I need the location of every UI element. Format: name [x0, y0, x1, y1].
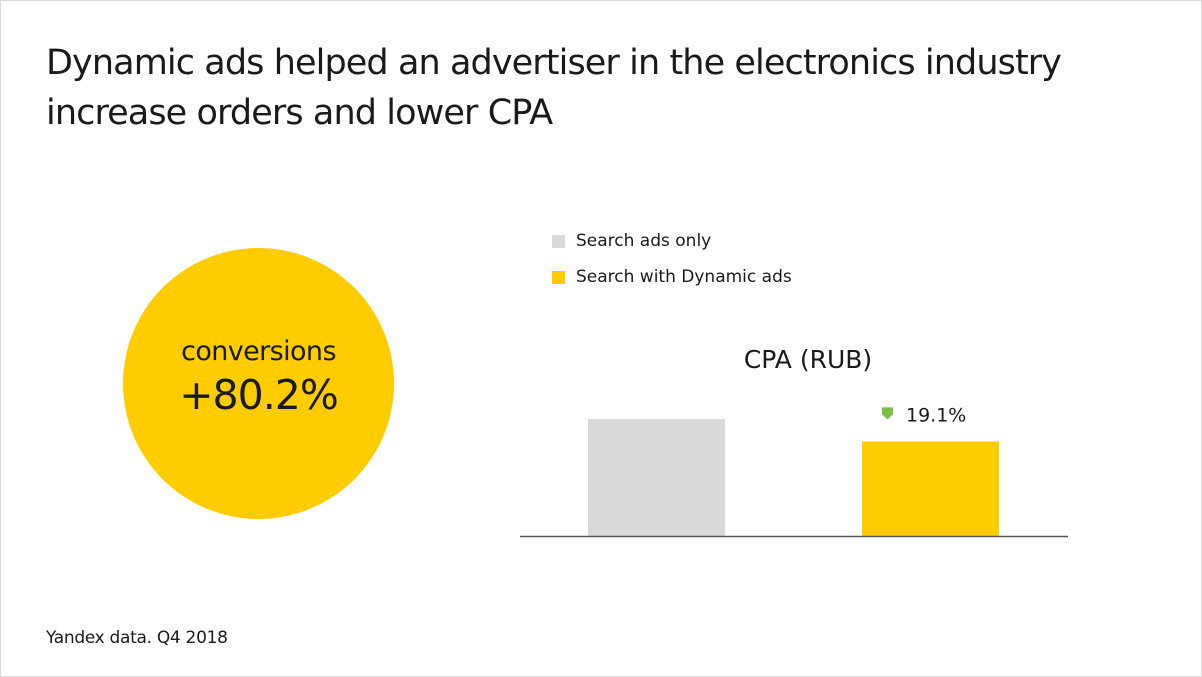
bar-search-ads-only	[588, 419, 725, 536]
chart-legend: Search ads only Search with Dynamic ads	[552, 228, 792, 300]
legend-swatch-grey	[552, 234, 565, 248]
slide-title-line-2: increase orders and lower CPA	[46, 93, 553, 133]
conversions-highlight-circle: conversions +80.2%	[123, 248, 394, 519]
down-arrow-icon	[882, 407, 893, 420]
conversions-value: +80.2%	[179, 370, 339, 419]
conversions-label: conversions	[181, 335, 336, 367]
legend-item-search-with-dynamic-ads: Search with Dynamic ads	[552, 264, 792, 290]
bar-annotation-label: 19.1%	[906, 404, 966, 426]
slide-title: Dynamic ads helped an advertiser in the …	[46, 38, 1156, 138]
bar-search-with-dynamic-ads	[862, 441, 999, 536]
legend-label: Search ads only	[576, 231, 712, 251]
chart-title: CPA (RUB)	[744, 345, 872, 374]
slide-title-line-1: Dynamic ads helped an advertiser in the …	[46, 43, 1062, 83]
legend-swatch-yellow	[552, 270, 565, 284]
source-footnote: Yandex data. Q4 2018	[46, 628, 228, 648]
legend-label: Search with Dynamic ads	[576, 267, 792, 287]
legend-item-search-ads-only: Search ads only	[552, 228, 792, 254]
bars-group: 19.1%	[588, 404, 999, 536]
